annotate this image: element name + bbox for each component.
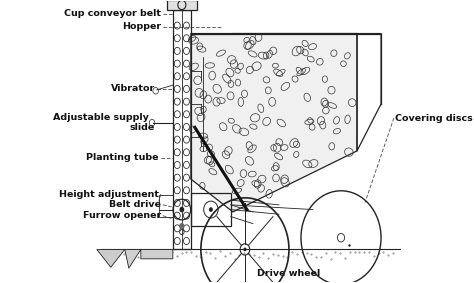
Polygon shape [191, 34, 357, 212]
Bar [173, 10, 191, 249]
Bar [167, 0, 197, 10]
Text: Covering discs: Covering discs [395, 113, 473, 123]
Text: slide: slide [129, 123, 155, 132]
Text: Height adjustment: Height adjustment [59, 190, 159, 199]
Bar [191, 193, 231, 226]
Polygon shape [125, 249, 173, 268]
Text: Vibrator: Vibrator [110, 84, 155, 93]
Text: Drive wheel: Drive wheel [257, 269, 320, 278]
Circle shape [243, 248, 246, 251]
Text: Belt drive: Belt drive [109, 200, 161, 209]
Bar [159, 196, 173, 209]
Circle shape [209, 207, 213, 212]
Text: Furrow opener: Furrow opener [82, 211, 161, 220]
Polygon shape [97, 249, 125, 267]
Circle shape [179, 223, 184, 229]
Text: Planting tube: Planting tube [86, 153, 159, 162]
Circle shape [180, 207, 184, 212]
Text: Adjustable supply: Adjustable supply [53, 113, 149, 122]
Bar [159, 209, 173, 216]
Text: Cup conveyor belt: Cup conveyor belt [64, 9, 161, 18]
Text: Hopper: Hopper [122, 22, 161, 31]
